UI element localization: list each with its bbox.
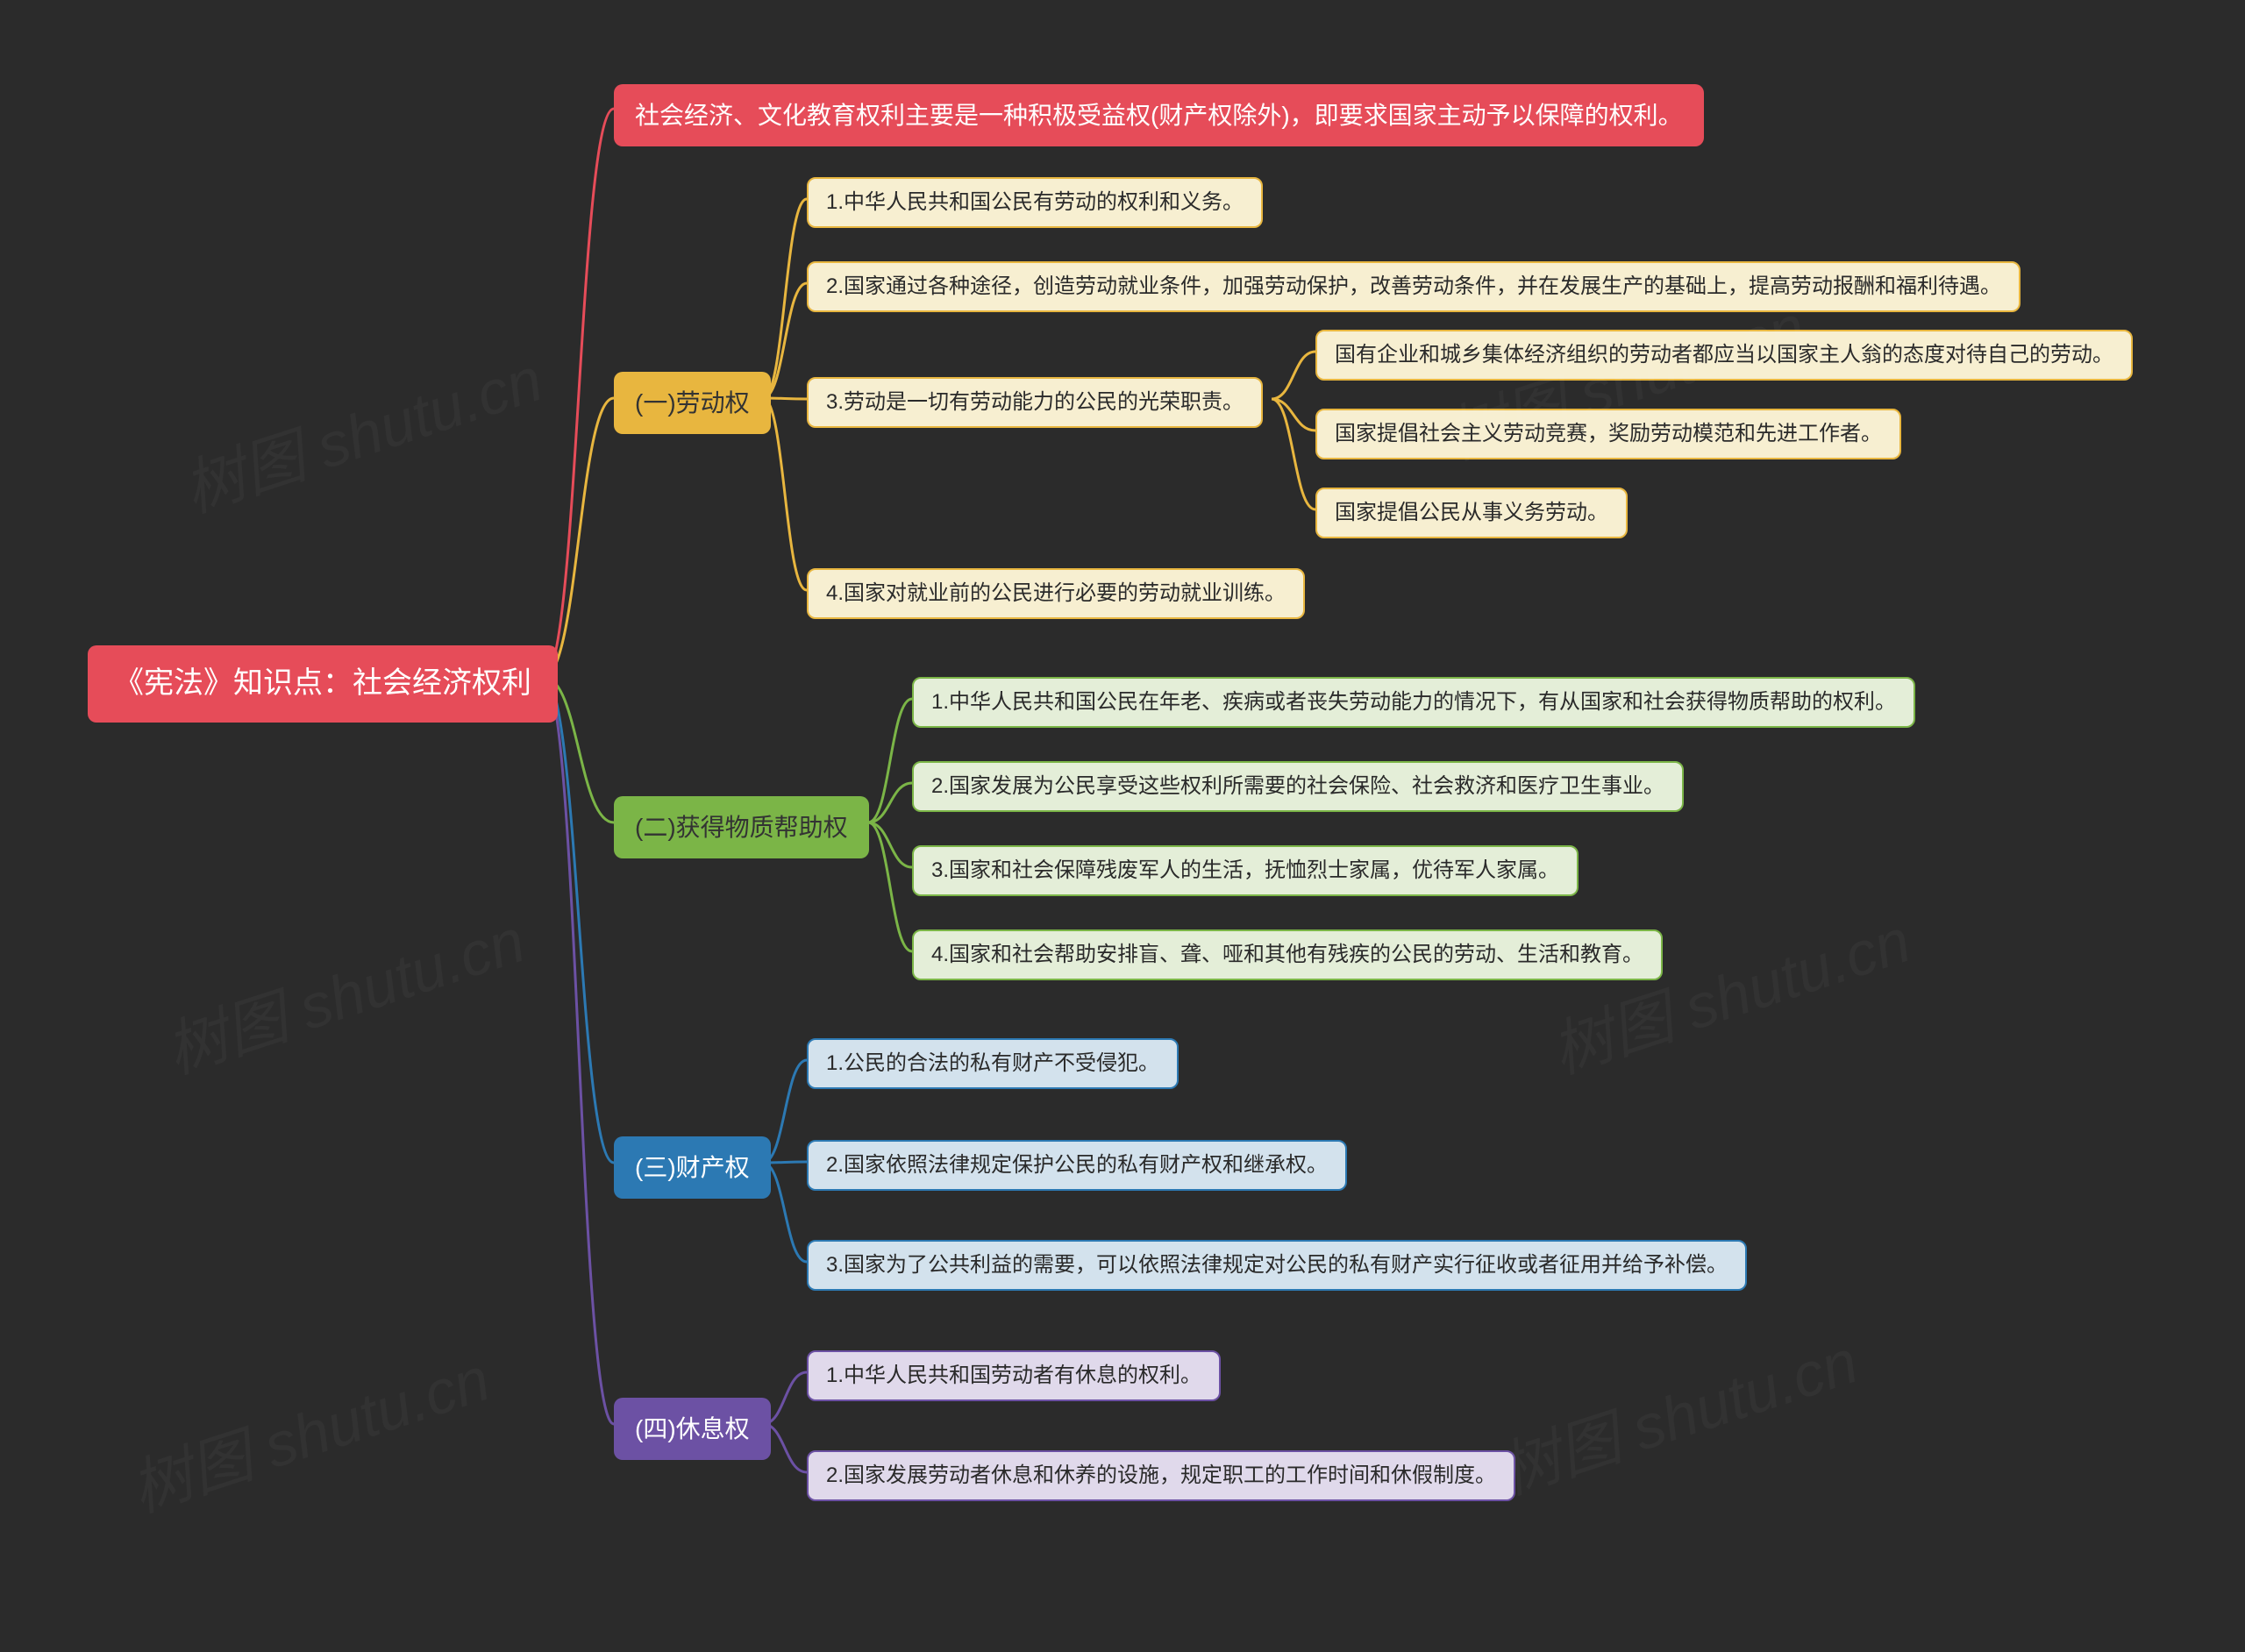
- leaf-node: 4.国家和社会帮助安排盲、聋、哑和其他有残疾的公民的劳动、生活和教育。: [912, 929, 1663, 980]
- branch-node: (四)休息权: [614, 1398, 771, 1460]
- leaf-node: 1.中华人民共和国公民在年老、疾病或者丧失劳动能力的情况下，有从国家和社会获得物…: [912, 677, 1915, 728]
- root-node: 《宪法》知识点：社会经济权利: [88, 645, 558, 723]
- leaf-node: 国家提倡公民从事义务劳动。: [1315, 488, 1628, 538]
- branch-node: 社会经济、文化教育权利主要是一种积极受益权(财产权除外)，即要求国家主动予以保障…: [614, 84, 1704, 146]
- leaf-node: 1.公民的合法的私有财产不受侵犯。: [807, 1038, 1179, 1089]
- leaf-node: 2.国家发展为公民享受这些权利所需要的社会保险、社会救济和医疗卫生事业。: [912, 761, 1684, 812]
- branch-node: (二)获得物质帮助权: [614, 796, 869, 858]
- leaf-node: 国家提倡社会主义劳动竞赛，奖励劳动模范和先进工作者。: [1315, 409, 1901, 459]
- leaf-node: 国有企业和城乡集体经济组织的劳动者都应当以国家主人翁的态度对待自己的劳动。: [1315, 330, 2133, 381]
- leaf-node: 1.中华人民共和国劳动者有休息的权利。: [807, 1350, 1221, 1401]
- leaf-node: 1.中华人民共和国公民有劳动的权利和义务。: [807, 177, 1263, 228]
- branch-node: (三)财产权: [614, 1136, 771, 1199]
- leaf-node: 4.国家对就业前的公民进行必要的劳动就业训练。: [807, 568, 1305, 619]
- leaf-node: 3.国家为了公共利益的需要，可以依照法律规定对公民的私有财产实行征收或者征用并给…: [807, 1240, 1747, 1291]
- leaf-node: 2.国家依照法律规定保护公民的私有财产权和继承权。: [807, 1140, 1347, 1191]
- branch-node: (一)劳动权: [614, 372, 771, 434]
- leaf-node: 3.劳动是一切有劳动能力的公民的光荣职责。: [807, 377, 1263, 428]
- leaf-node: 2.国家发展劳动者休息和休养的设施，规定职工的工作时间和休假制度。: [807, 1450, 1515, 1501]
- leaf-node: 2.国家通过各种途径，创造劳动就业条件，加强劳动保护，改善劳动条件，并在发展生产…: [807, 261, 2020, 312]
- leaf-node: 3.国家和社会保障残废军人的生活，抚恤烈士家属，优待军人家属。: [912, 845, 1579, 896]
